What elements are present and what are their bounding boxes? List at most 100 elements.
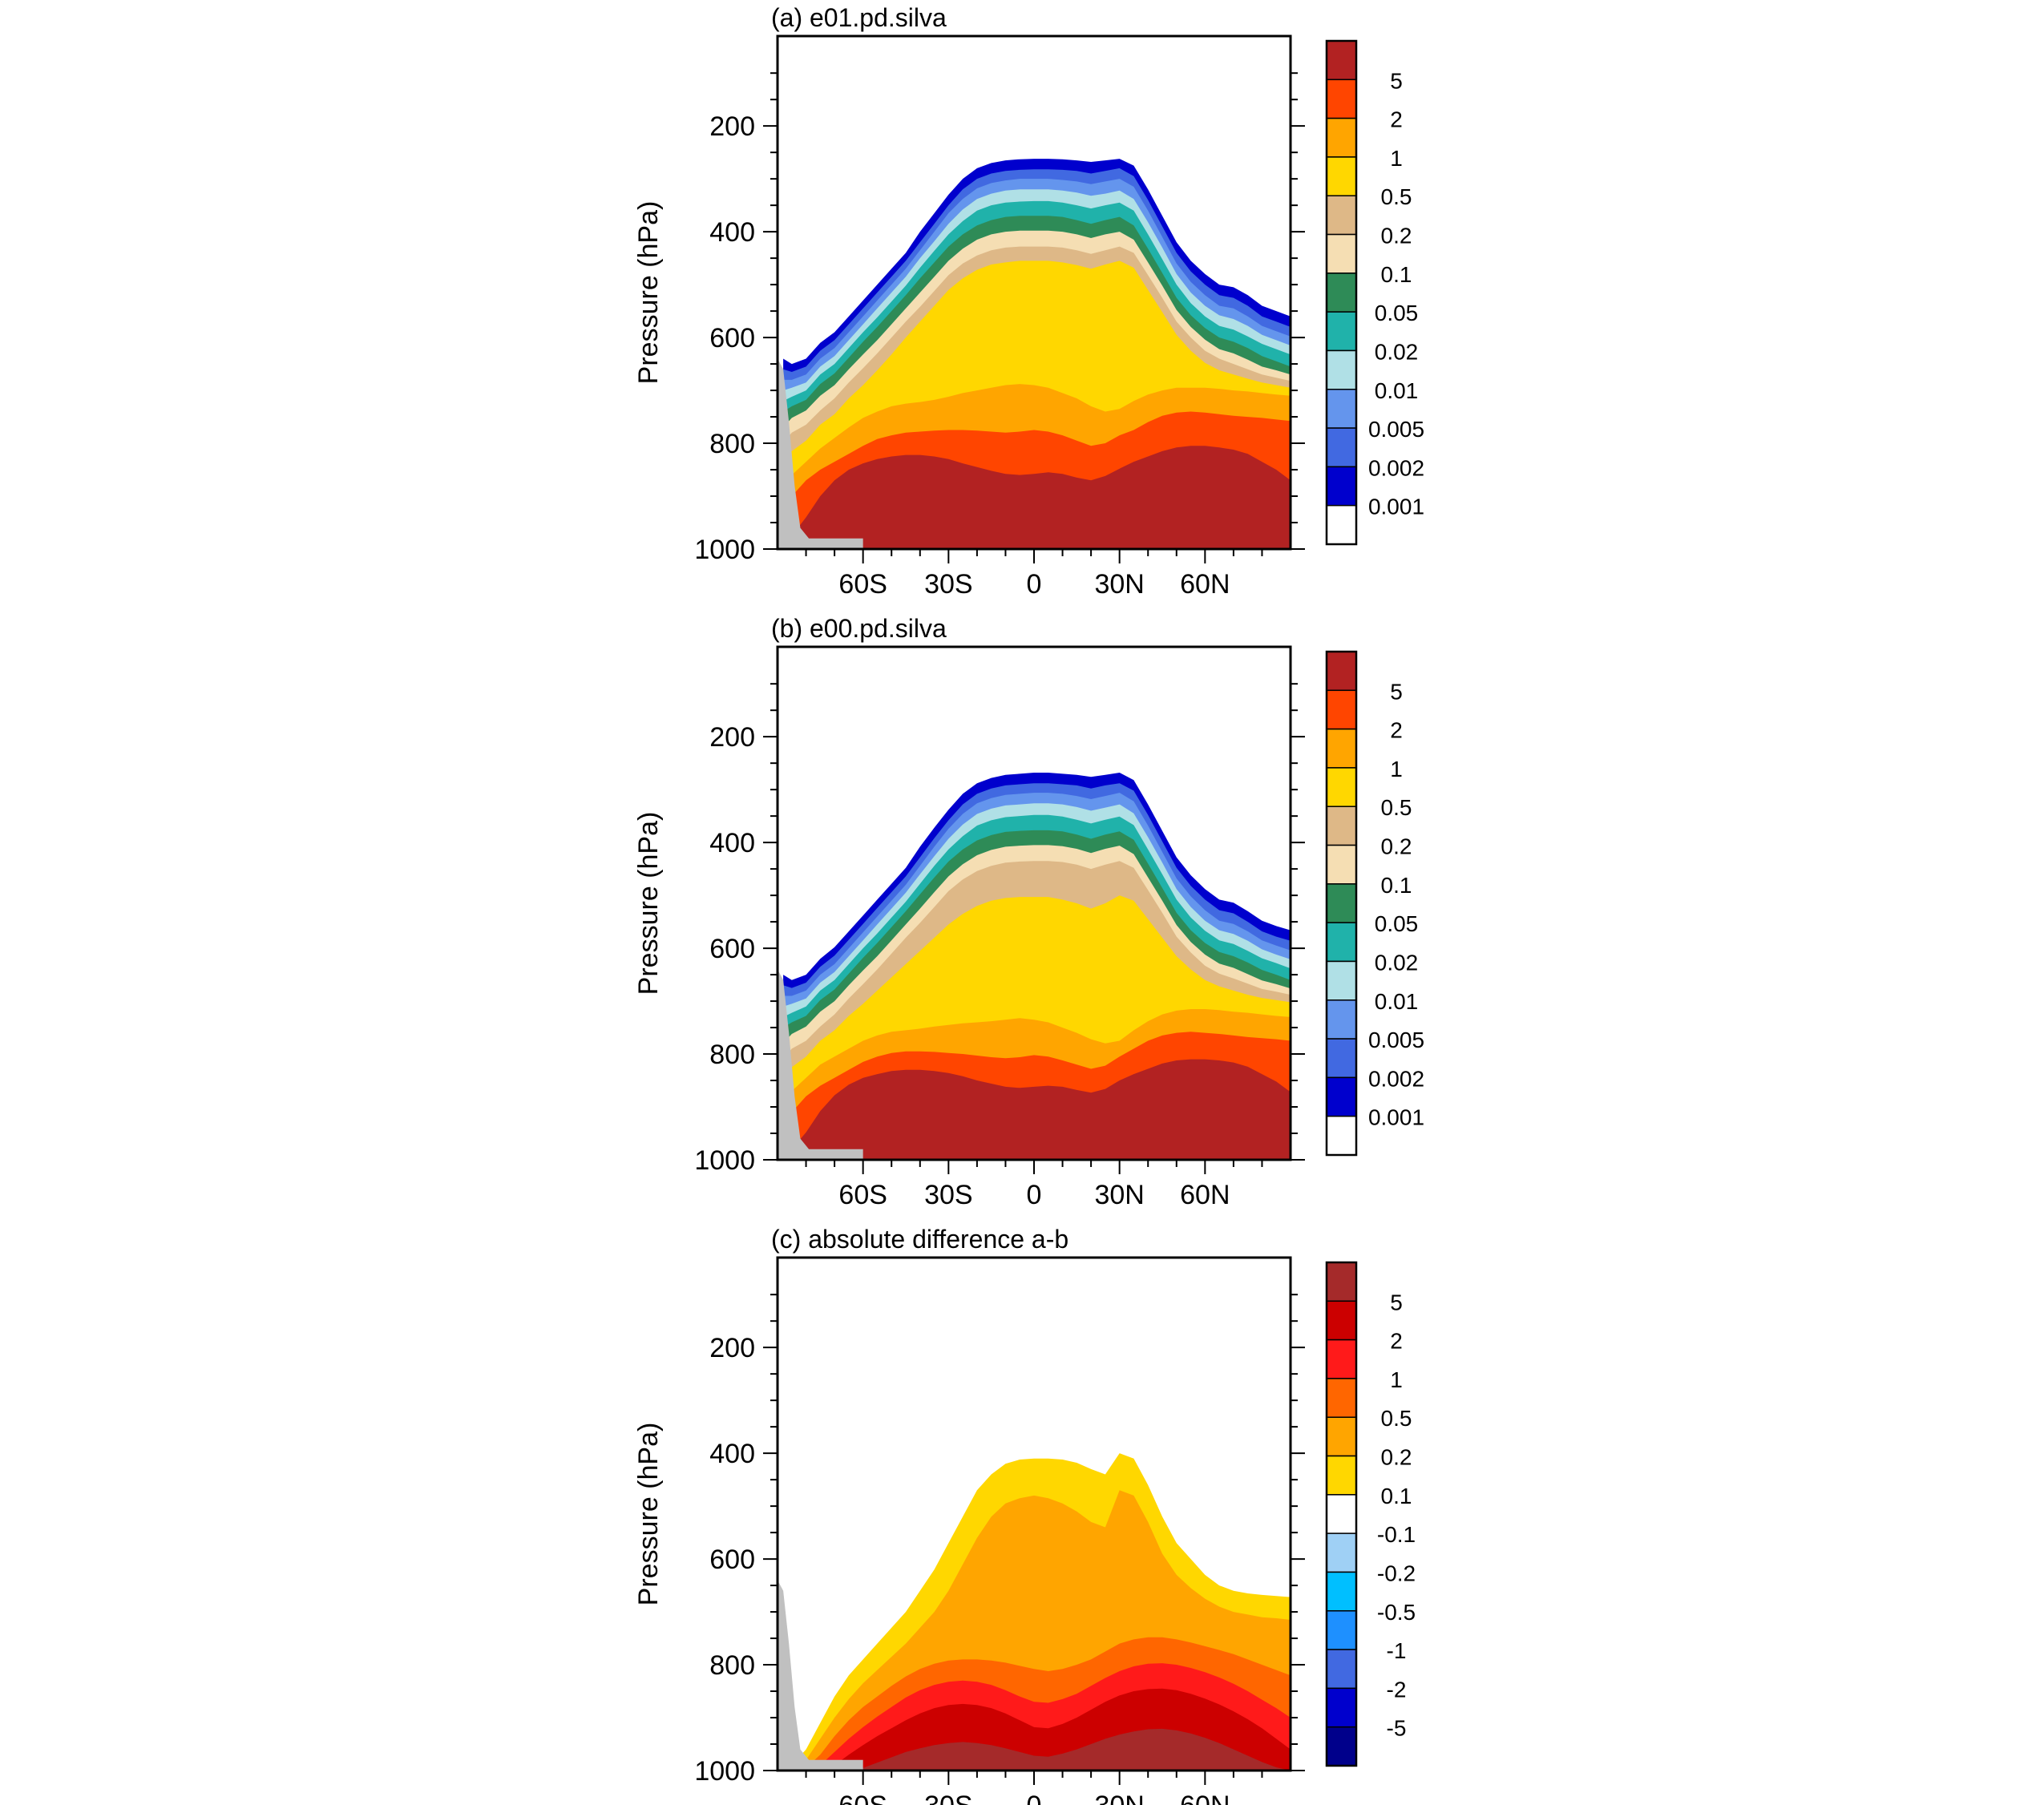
panel-c-colorbar-box bbox=[1326, 1687, 1357, 1728]
panel-b-colorbar-box bbox=[1326, 1115, 1357, 1156]
panel-c-xtick-label: 30N bbox=[1094, 1791, 1144, 1805]
panel-a-colorbar-label: 0.02 bbox=[1375, 339, 1419, 364]
panel-b-colorbar-label: 0.005 bbox=[1368, 1028, 1424, 1052]
panel-a-colorbar-label: 5 bbox=[1390, 68, 1403, 93]
panel-c-colorbar-box bbox=[1326, 1339, 1357, 1379]
panel-c-colorbar-box bbox=[1326, 1378, 1357, 1418]
panel-c-colorbar-box bbox=[1326, 1649, 1357, 1690]
panel-a-xtick-label: 30N bbox=[1094, 569, 1144, 600]
panel-a-topography-mask bbox=[778, 358, 863, 549]
panel-a-band-5 bbox=[783, 446, 1291, 549]
panel-a-colorbar-box bbox=[1326, 156, 1357, 196]
panel-a-ytick-label: 800 bbox=[709, 429, 755, 459]
panel-a-ytick-label: 200 bbox=[709, 111, 755, 142]
panel-c: 200 400 600 800 1000 60S 30S 0 30N 60N 5 2 1 0.5 0.2 0.… bbox=[633, 1225, 1416, 1805]
panel-b-ylabel: Pressure (hPa) bbox=[633, 812, 664, 995]
panel-b-colorbar-label: 0.5 bbox=[1381, 795, 1412, 820]
panel-b-colorbar-box bbox=[1326, 999, 1357, 1040]
panel-a-colorbar-box bbox=[1326, 504, 1357, 545]
panel-b-colorbar-label: 2 bbox=[1390, 718, 1403, 743]
panel-c-ytick-label: 600 bbox=[709, 1545, 755, 1575]
panel-a-colorbar-label: 0.01 bbox=[1375, 378, 1419, 403]
panel-b-colorbar-label: 0.1 bbox=[1381, 873, 1412, 898]
panel-a-colorbar-label: 0.002 bbox=[1368, 455, 1424, 480]
panel-c-colorbar-label: -0.5 bbox=[1377, 1600, 1416, 1625]
panel-c-colorbar-label: -1 bbox=[1387, 1638, 1407, 1663]
panel-a-colorbar-label: 1 bbox=[1390, 146, 1403, 171]
panel-a-colorbar-label: 0.2 bbox=[1381, 224, 1412, 248]
panel-b-colorbar-box bbox=[1326, 651, 1357, 692]
panel-a-xtick-label: 60S bbox=[838, 569, 887, 600]
panel-c-colorbar-box bbox=[1326, 1610, 1357, 1650]
panel-c-topography-mask bbox=[778, 1580, 863, 1771]
panel-a-colorbar-box bbox=[1326, 311, 1357, 352]
panel-a-colorbar-frame bbox=[1325, 39, 1358, 546]
panel-c-colorbar-box bbox=[1326, 1262, 1357, 1302]
panel-c-colorbar-box bbox=[1326, 1571, 1357, 1612]
panel-b-colorbar-box bbox=[1326, 960, 1357, 1001]
panel-a-colorbar-box bbox=[1326, 389, 1357, 429]
panel-b-ytick-label: 400 bbox=[709, 828, 755, 858]
panel-b-xtick-label: 30N bbox=[1094, 1180, 1144, 1210]
panel-a-colorbar-label: 0.1 bbox=[1381, 262, 1412, 287]
panel-c-colorbar-label: 0.5 bbox=[1381, 1406, 1412, 1431]
panel-c-ytick-label: 800 bbox=[709, 1650, 755, 1681]
panel-b-colorbar-box bbox=[1326, 1076, 1357, 1117]
panel-a-ytick-label: 400 bbox=[709, 217, 755, 248]
panel-a-colorbar-box bbox=[1326, 273, 1357, 313]
panel-b-colorbar-box bbox=[1326, 767, 1357, 807]
panel-b-colorbar-frame bbox=[1325, 650, 1358, 1157]
panel-c-colorbar-box bbox=[1326, 1726, 1357, 1767]
panel-a-colorbar-box bbox=[1326, 117, 1357, 158]
panel-a-colorbar-box bbox=[1326, 349, 1357, 390]
panel-b-colorbar-box bbox=[1326, 844, 1357, 885]
panel-b-colorbar-label: 1 bbox=[1390, 757, 1403, 781]
panel-b-topography-mask bbox=[778, 969, 863, 1160]
panel-b-xtick-label: 60N bbox=[1180, 1180, 1230, 1210]
panel-c-xtick-label: 60N bbox=[1180, 1791, 1230, 1805]
panel-c-band-5 bbox=[783, 1728, 1291, 1771]
panel-b-xtick-label: 30S bbox=[924, 1180, 973, 1210]
panel-c-ytick-label: 200 bbox=[709, 1333, 755, 1363]
panel-c-ytick-label: 1000 bbox=[694, 1756, 755, 1787]
panel-b-colorbar-label: 0.002 bbox=[1368, 1066, 1424, 1091]
panel-b-xtick-label: 0 bbox=[1027, 1180, 1042, 1210]
panel-a-colorbar-label: 0.5 bbox=[1381, 184, 1412, 209]
panel-c-colorbar-label: -0.1 bbox=[1377, 1522, 1416, 1547]
panel-a-colorbar-box bbox=[1326, 195, 1357, 236]
panel-c-colorbar-label: 5 bbox=[1390, 1290, 1403, 1314]
panel-c-colorbar-box bbox=[1326, 1494, 1357, 1534]
panel-b-colorbar-label: 0.001 bbox=[1368, 1105, 1424, 1130]
panel-a-xtick-label: 30S bbox=[924, 569, 973, 600]
panel-a-colorbar-box bbox=[1326, 40, 1357, 81]
panel-c-colorbar-box bbox=[1326, 1455, 1357, 1496]
panel-a-colorbar-label: 0.05 bbox=[1375, 301, 1419, 325]
panel-a-colorbar-box bbox=[1326, 79, 1357, 119]
panel-a-colorbar-box bbox=[1326, 427, 1357, 468]
panel-a-title: (a) e01.pd.silva bbox=[771, 3, 947, 32]
panel-a-xtick-label: 60N bbox=[1180, 569, 1230, 600]
panel-c-title: (c) absolute difference a-b bbox=[771, 1225, 1068, 1254]
panel-a-colorbar-label: 2 bbox=[1390, 107, 1403, 132]
panel-b-colorbar-box bbox=[1326, 689, 1357, 730]
panel-a-colorbar-label: 0.001 bbox=[1368, 495, 1424, 519]
panel-b-colorbar-box bbox=[1326, 728, 1357, 769]
panel-b-ytick-label: 200 bbox=[709, 722, 755, 753]
panel-c-colorbar-label: 0.1 bbox=[1381, 1484, 1412, 1508]
panel-b-xtick-label: 60S bbox=[838, 1180, 887, 1210]
panel-b-colorbar-label: 0.2 bbox=[1381, 834, 1412, 859]
panel-a-colorbar-label: 0.005 bbox=[1368, 417, 1424, 442]
panel-b-colorbar-box bbox=[1326, 1038, 1357, 1079]
panel-c-ytick-label: 400 bbox=[709, 1439, 755, 1469]
panel-a-ytick-label: 1000 bbox=[694, 535, 755, 565]
panel-c-xtick-label: 30S bbox=[924, 1791, 973, 1805]
panel-c-colorbar-box bbox=[1326, 1300, 1357, 1341]
panel-a-ytick-label: 600 bbox=[709, 323, 755, 353]
panel-c-colorbar-box bbox=[1326, 1416, 1357, 1457]
panel-c-xtick-label: 0 bbox=[1027, 1791, 1042, 1805]
panel-b-title: (b) e00.pd.silva bbox=[771, 614, 947, 643]
panel-c-colorbar-label: -2 bbox=[1387, 1677, 1407, 1702]
panel-b-colorbar-label: 0.05 bbox=[1375, 911, 1419, 936]
panel-c-colorbar-label: -0.2 bbox=[1377, 1561, 1416, 1585]
